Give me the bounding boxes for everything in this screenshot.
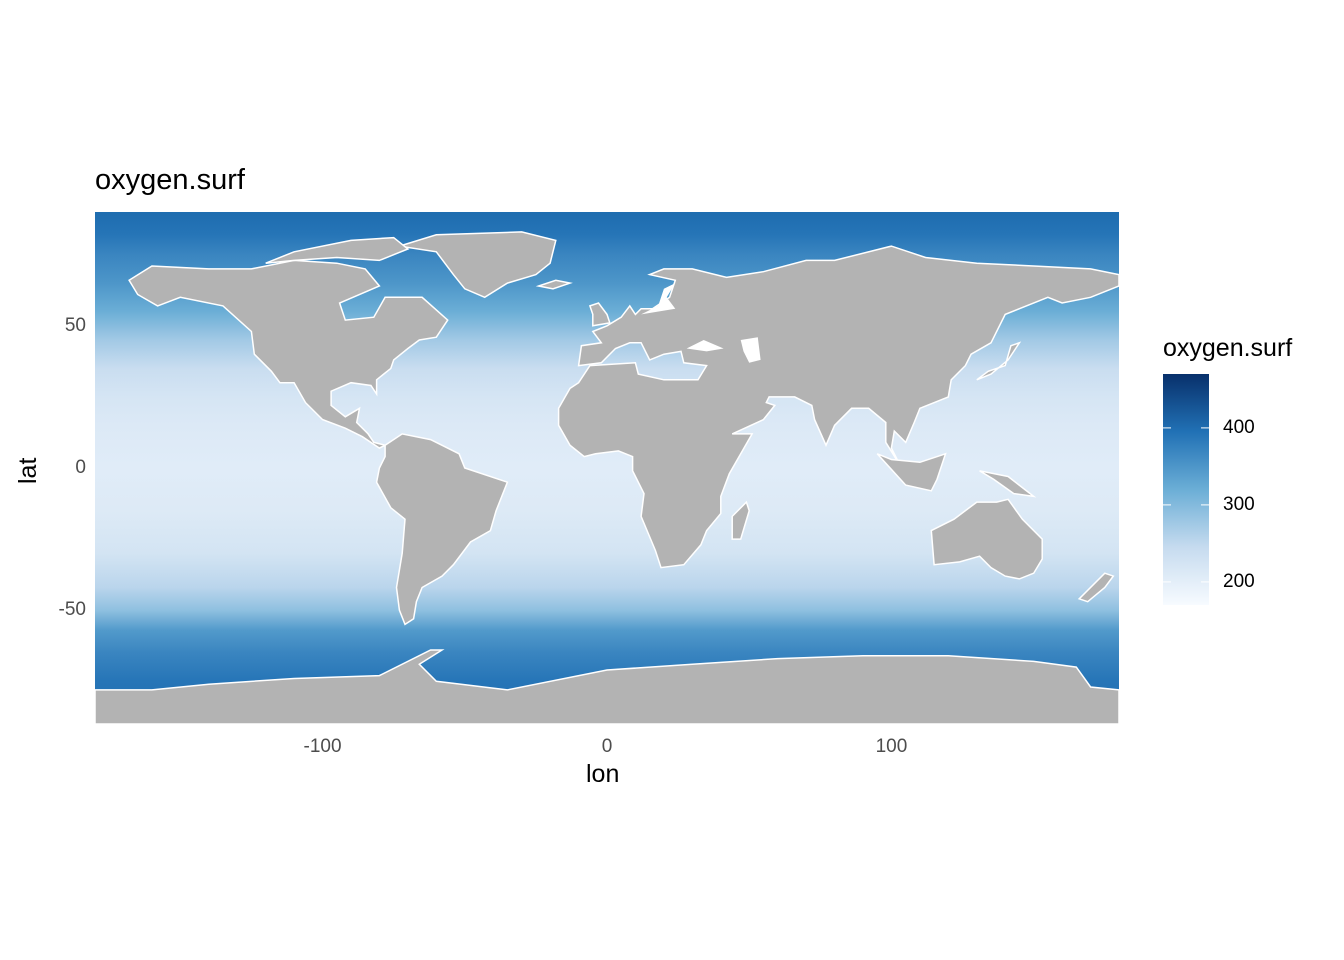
x-axis-label: lon bbox=[586, 760, 620, 788]
y-tick-label: 50 bbox=[64, 314, 86, 336]
land-new-zealand bbox=[1077, 572, 1115, 603]
black-sea bbox=[686, 340, 724, 352]
land-south-america bbox=[375, 433, 509, 626]
colorbar bbox=[1163, 374, 1209, 605]
land-antarctica bbox=[95, 649, 1119, 724]
land-japan bbox=[976, 341, 1022, 381]
caspian-sea bbox=[740, 337, 761, 363]
land-madagascar bbox=[731, 500, 750, 540]
chart-title: oxygen.surf bbox=[95, 164, 245, 196]
land-australia bbox=[930, 498, 1043, 580]
land-new-guinea bbox=[979, 470, 1037, 498]
land-uk bbox=[588, 302, 611, 327]
land-iceland bbox=[535, 279, 573, 290]
legend-tick-label: 300 bbox=[1223, 493, 1255, 515]
land-north-america bbox=[128, 259, 449, 449]
y-tick-label: -50 bbox=[58, 599, 86, 621]
land-eurasia-africa bbox=[557, 245, 1119, 569]
x-tick-label: 0 bbox=[601, 736, 613, 757]
baltic-sea bbox=[641, 283, 676, 315]
landmasses bbox=[95, 231, 1119, 724]
legend-tick-label: 400 bbox=[1223, 416, 1255, 438]
land-arctic-islands bbox=[265, 236, 410, 264]
legend-title: oxygen.surf bbox=[1163, 334, 1293, 362]
land-greenland bbox=[399, 231, 557, 299]
legend-tick-label: 200 bbox=[1223, 570, 1255, 592]
x-tick-label: -100 bbox=[303, 736, 342, 757]
y-tick-label: 0 bbox=[75, 457, 86, 478]
land-greater-sunda bbox=[876, 452, 947, 492]
x-tick-label: 100 bbox=[875, 736, 908, 757]
